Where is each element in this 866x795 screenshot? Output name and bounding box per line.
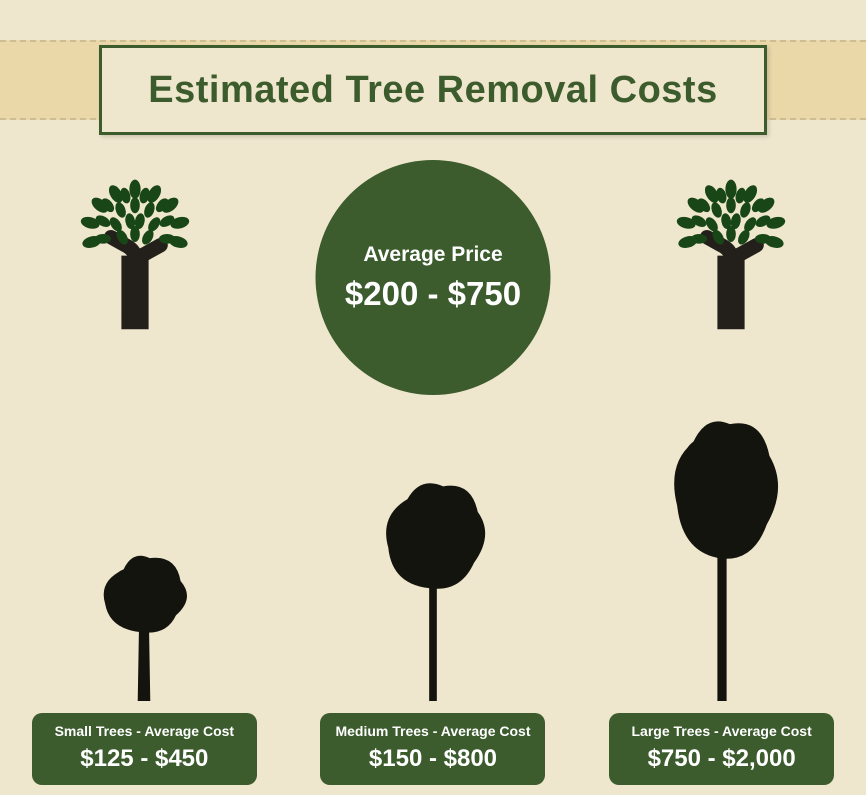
tree-leaves-icon <box>79 180 190 250</box>
small-tree-icon <box>74 541 214 701</box>
cost-label: Large Trees - Average Cost <box>617 723 826 739</box>
tree-col-large: Large Trees - Average Cost $750 - $2,000 <box>587 411 857 785</box>
tree-trunk-icon <box>707 237 757 322</box>
infographic-page: Estimated Tree Removal Costs <box>0 0 866 795</box>
tree-leaves-icon <box>675 180 786 250</box>
cost-pill-medium: Medium Trees - Average Cost $150 - $800 <box>320 713 545 785</box>
cost-label: Small Trees - Average Cost <box>40 723 249 739</box>
large-tree-icon <box>632 411 812 701</box>
tree-icon <box>55 170 215 330</box>
tree-col-medium: Medium Trees - Average Cost $150 - $800 <box>298 471 568 785</box>
cost-value: $125 - $450 <box>40 745 249 773</box>
cost-value: $750 - $2,000 <box>617 745 826 773</box>
title-box: Estimated Tree Removal Costs <box>99 45 767 135</box>
content-area: Average Price $200 - $750 Small Trees - … <box>0 150 866 795</box>
medium-tree-icon <box>353 471 513 701</box>
tree-size-row: Small Trees - Average Cost $125 - $450 M… <box>0 411 866 785</box>
tree-icon <box>651 170 811 330</box>
cost-pill-large: Large Trees - Average Cost $750 - $2,000 <box>609 713 834 785</box>
cost-value: $150 - $800 <box>328 745 537 773</box>
tree-col-small: Small Trees - Average Cost $125 - $450 <box>9 541 279 785</box>
tree-trunk-icon <box>111 237 161 322</box>
cost-label: Medium Trees - Average Cost <box>328 723 537 739</box>
cost-pill-small: Small Trees - Average Cost $125 - $450 <box>32 713 257 785</box>
header-top-strip <box>0 0 866 40</box>
average-price-label: Average Price <box>363 243 502 267</box>
average-price-value: $200 - $750 <box>345 275 521 313</box>
page-title: Estimated Tree Removal Costs <box>148 69 717 112</box>
header-band: Estimated Tree Removal Costs <box>0 0 866 150</box>
average-price-badge: Average Price $200 - $750 <box>316 160 551 395</box>
